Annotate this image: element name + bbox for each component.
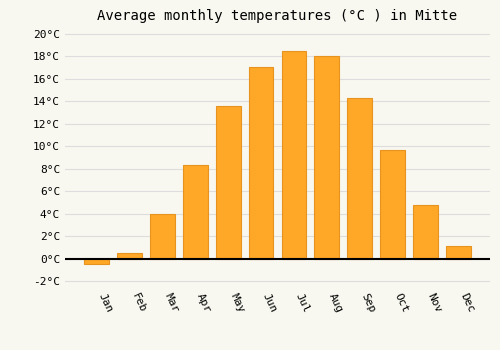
Bar [380,149,405,259]
Bar [216,106,240,259]
Bar [413,205,438,259]
Bar [150,214,174,259]
Bar [282,50,306,259]
Bar [117,253,142,259]
Title: Average monthly temperatures (°C ) in Mitte: Average monthly temperatures (°C ) in Mi… [98,9,458,23]
Bar [348,98,372,259]
Bar [446,246,470,259]
Bar [314,56,339,259]
Bar [183,166,208,259]
Bar [84,259,109,265]
Bar [248,68,274,259]
